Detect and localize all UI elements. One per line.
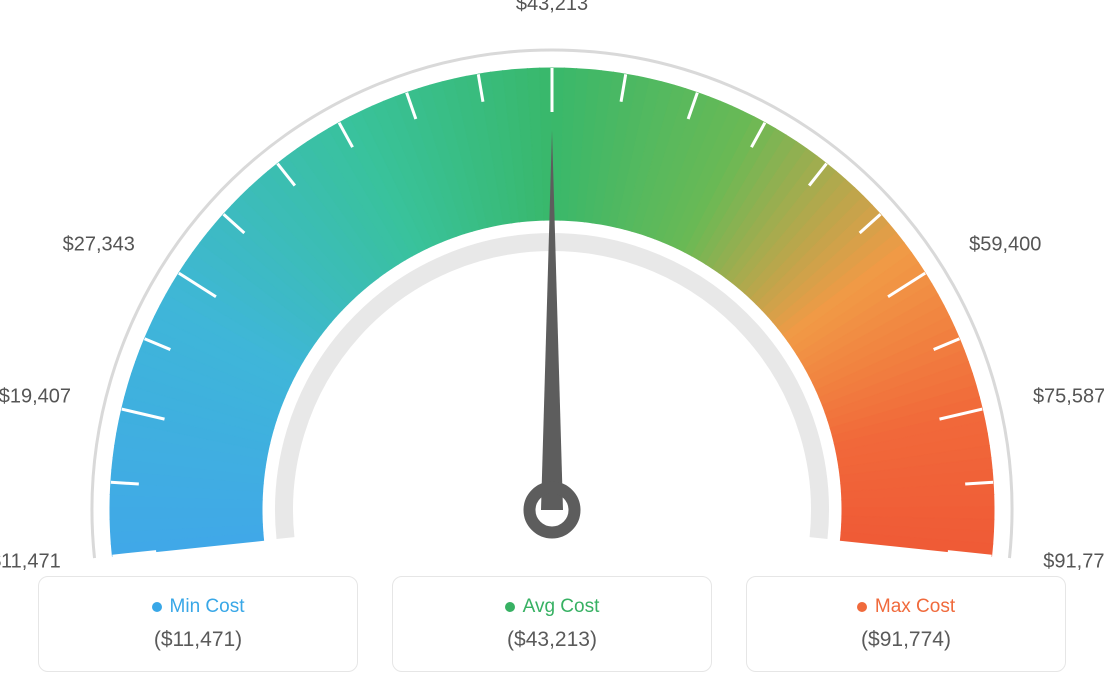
gauge-tick-label: $27,343 bbox=[63, 234, 135, 257]
gauge-tick-label: $75,587 bbox=[1033, 386, 1104, 409]
gauge-tick-label: $19,407 bbox=[0, 386, 71, 409]
max-dot bbox=[857, 602, 867, 612]
gauge-chart: $11,471$19,407$27,343$43,213$59,400$75,5… bbox=[0, 0, 1104, 560]
min-value: ($11,471) bbox=[154, 628, 242, 652]
avg-label: Avg Cost bbox=[523, 596, 600, 618]
max-label: Max Cost bbox=[875, 596, 955, 618]
gauge-tick-label: $43,213 bbox=[516, 0, 588, 16]
min-card: Min Cost ($11,471) bbox=[38, 576, 358, 672]
avg-value: ($43,213) bbox=[507, 628, 597, 652]
gauge-tick-label: $59,400 bbox=[969, 234, 1041, 257]
gauge-tick-label: $91,774 bbox=[1043, 550, 1104, 573]
max-card: Max Cost ($91,774) bbox=[746, 576, 1066, 672]
avg-card: Avg Cost ($43,213) bbox=[392, 576, 712, 672]
min-dot bbox=[152, 602, 162, 612]
summary-cards: Min Cost ($11,471) Avg Cost ($43,213) Ma… bbox=[0, 576, 1104, 672]
gauge-tick-label: $11,471 bbox=[0, 550, 61, 573]
min-label: Min Cost bbox=[170, 596, 245, 618]
max-value: ($91,774) bbox=[861, 628, 951, 652]
avg-dot bbox=[505, 602, 515, 612]
